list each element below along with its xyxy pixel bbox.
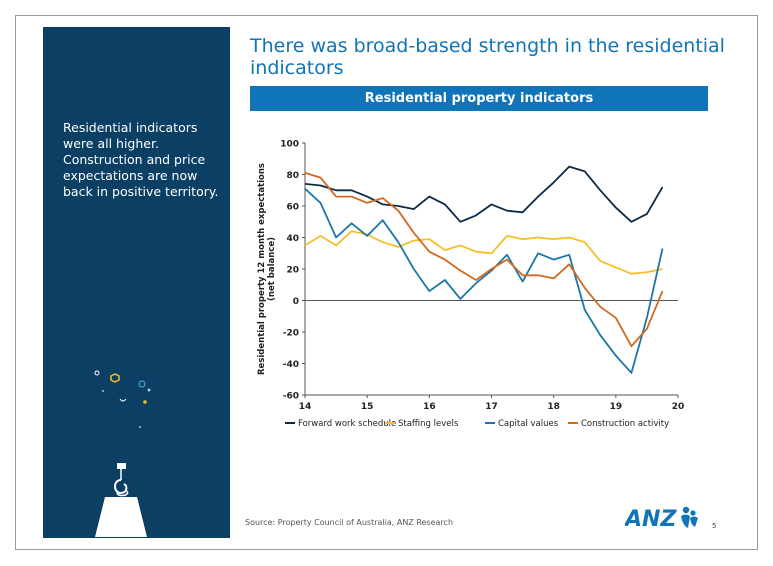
y-tick-label: 80 — [286, 171, 299, 181]
x-tick-label: 14 — [299, 402, 312, 412]
legend-label: Construction activity — [581, 419, 669, 429]
y-axis-label: Residential property 12 month expectatio… — [257, 163, 277, 375]
slide-title: There was broad-based strength in the re… — [250, 35, 725, 79]
side-panel: Residential indicators were all higher. … — [43, 27, 230, 538]
x-tick-label: 19 — [610, 402, 623, 412]
series-line-staffing-levels — [304, 230, 663, 275]
y-tick-label: 40 — [286, 234, 299, 244]
y-tick-label: 60 — [286, 203, 299, 213]
crane-weight-illustration — [94, 370, 151, 537]
x-tick-label: 15 — [361, 402, 374, 412]
svg-text:ANZ: ANZ — [625, 507, 677, 532]
y-tick-label: 100 — [280, 140, 299, 150]
x-tick-label: 20 — [672, 402, 685, 412]
series-line-forward-work-schedule — [304, 165, 664, 223]
chart-header: Residential property indicators — [250, 86, 708, 111]
source-note: Source: Property Council of Australia, A… — [245, 518, 454, 527]
anz-people-icon — [681, 506, 698, 528]
x-tick-label: 18 — [547, 402, 560, 412]
anz-logo: ANZ — [625, 506, 698, 532]
y-tick-label: -40 — [283, 360, 299, 370]
legend-label: Staffing levels — [398, 419, 459, 429]
x-tick-label: 16 — [423, 402, 436, 412]
legend-label: Capital values — [498, 419, 559, 429]
side-panel-text: Residential indicators were all higher. … — [63, 120, 219, 199]
series-line-capital-values — [304, 188, 664, 374]
legend-label: Forward work schedule — [298, 419, 396, 429]
series-line-construction-activity — [304, 172, 664, 348]
y-tick-label: -60 — [283, 392, 299, 402]
y-tick-label: 0 — [293, 297, 299, 307]
y-tick-label: 20 — [286, 266, 299, 276]
x-tick-label: 17 — [485, 402, 498, 412]
page-number: 5 — [712, 522, 717, 530]
y-tick-label: -20 — [283, 329, 299, 339]
